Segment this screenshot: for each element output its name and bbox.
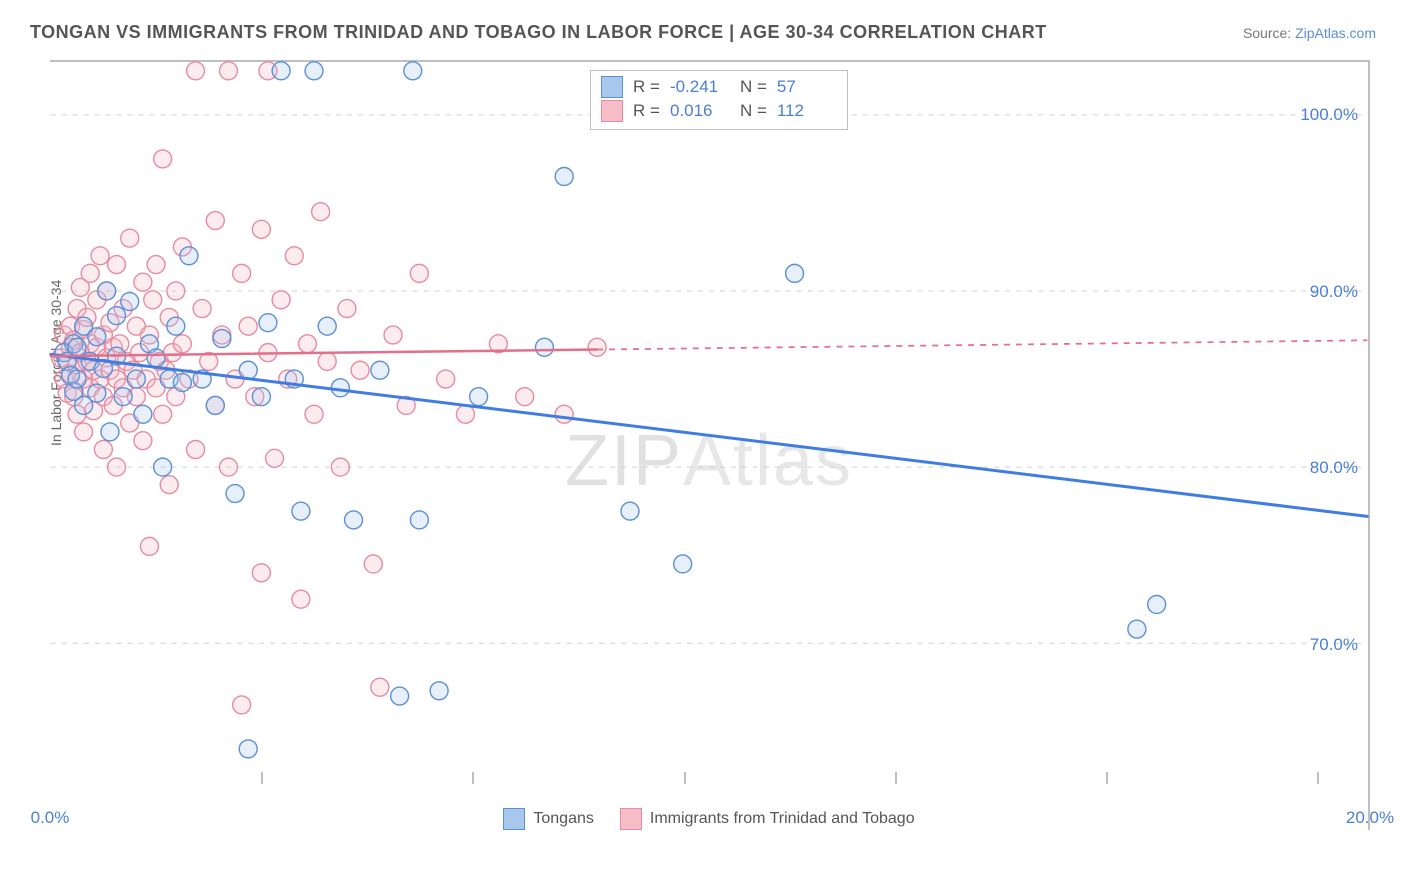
stat-r-label-1: R = [633, 99, 660, 123]
x-tick [684, 772, 686, 784]
stat-n-val-0: 57 [777, 75, 837, 99]
stats-legend: R = -0.241 N = 57 R = 0.016 N = 112 [590, 70, 848, 130]
x-tick [895, 772, 897, 784]
x-tick [261, 772, 263, 784]
source-prefix: Source: [1243, 25, 1295, 41]
stats-row-1: R = 0.016 N = 112 [601, 99, 837, 123]
stat-n-label-1: N = [740, 99, 767, 123]
swatch-series-1 [601, 100, 623, 122]
chart-container: TONGAN VS IMMIGRANTS FROM TRINIDAD AND T… [0, 0, 1406, 892]
stat-n-val-1: 112 [777, 99, 837, 123]
legend-item-1: Immigrants from Trinidad and Tobago [620, 808, 915, 830]
x-tick-label: 20.0% [1346, 808, 1394, 828]
stat-r-label-0: R = [633, 75, 660, 99]
legend-label-1: Immigrants from Trinidad and Tobago [650, 810, 915, 828]
y-tick-label: 80.0% [1310, 458, 1358, 478]
x-tick [1106, 772, 1108, 784]
x-tick-label: 0.0% [31, 808, 70, 828]
stat-r-val-0: -0.241 [670, 75, 730, 99]
stats-row-0: R = -0.241 N = 57 [601, 75, 837, 99]
source-credit: Source: ZipAtlas.com [1243, 25, 1376, 41]
plot-svg [50, 62, 1368, 830]
chart-title: TONGAN VS IMMIGRANTS FROM TRINIDAD AND T… [30, 22, 1047, 43]
legend-label-0: Tongans [533, 810, 594, 828]
x-tick [472, 772, 474, 784]
series-legend: Tongans Immigrants from Trinidad and Tob… [50, 808, 1368, 830]
source-link[interactable]: ZipAtlas.com [1295, 25, 1376, 41]
legend-swatch-1 [620, 808, 642, 830]
legend-item-0: Tongans [503, 808, 594, 830]
header-row: TONGAN VS IMMIGRANTS FROM TRINIDAD AND T… [0, 0, 1406, 51]
y-tick-label: 90.0% [1310, 282, 1358, 302]
y-tick-label: 100.0% [1300, 105, 1358, 125]
legend-swatch-0 [503, 808, 525, 830]
stat-r-val-1: 0.016 [670, 99, 730, 123]
y-tick-label: 70.0% [1310, 635, 1358, 655]
stat-n-label-0: N = [740, 75, 767, 99]
plot-area: In Labor Force | Age 30-34 ZIPAtlas R = … [50, 60, 1370, 830]
swatch-series-0 [601, 76, 623, 98]
x-tick [1317, 772, 1319, 784]
